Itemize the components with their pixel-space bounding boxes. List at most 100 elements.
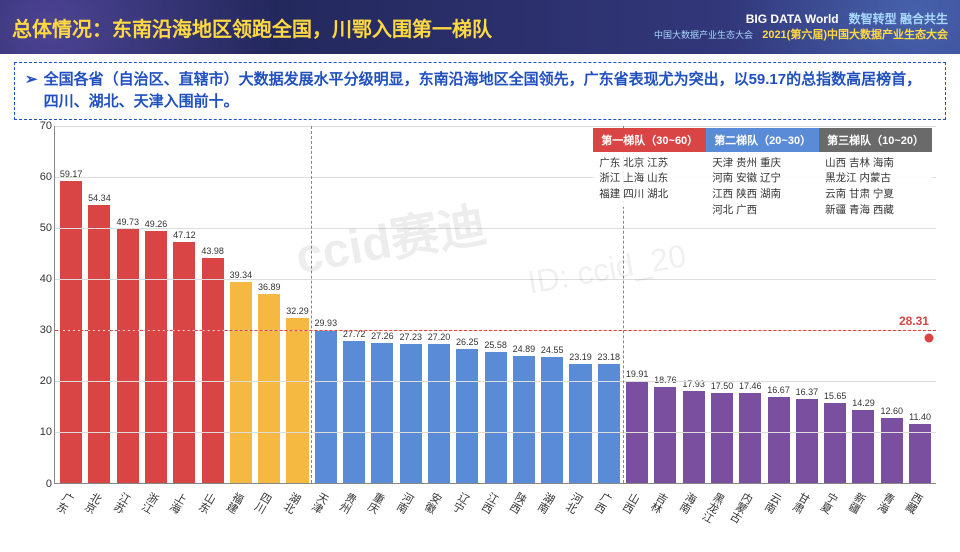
bar-column: 43.98山东 [198,126,226,483]
bar-value-label: 29.93 [315,318,338,328]
conference-name: 2021(第六届)中国大数据产业生态大会 [762,29,948,41]
bar [569,364,591,482]
bar [230,282,252,483]
bar [145,231,167,482]
x-label: 江西 [477,489,502,516]
y-tick: 30 [40,324,52,336]
x-label: 内蒙古 [726,489,756,526]
bar-chart: 010203040506070 59.17广东54.34北京49.73江苏49.… [54,126,936,484]
x-label: 辽宁 [448,489,473,516]
header: 总体情况：东南沿海地区领跑全国，川鄂入围第一梯队 BIG DATA World … [0,0,960,54]
bar-column: 39.34福建 [227,126,255,483]
y-tick: 40 [40,273,52,285]
logo: BIG DATA World [746,12,839,26]
bar-value-label: 27.26 [371,331,394,341]
x-label: 云南 [760,489,785,516]
bar-value-label: 14.29 [852,398,875,408]
x-label: 安徽 [420,489,445,516]
grid-line [55,126,936,127]
bar-column: 26.25辽宁 [453,126,481,483]
bar-value-label: 27.23 [399,332,422,342]
bar [654,387,676,483]
bar-value-label: 16.67 [767,385,790,395]
bar-value-label: 24.89 [513,344,536,354]
bar-column: 27.72贵州 [340,126,368,483]
bar [400,344,422,483]
x-label: 贵州 [335,489,360,516]
summary-point-label: 28.31 [899,314,929,328]
logo-sub: 中国大数据产业生态大会 [654,30,753,40]
bar-value-label: 24.55 [541,345,564,355]
bar [258,294,280,482]
y-axis: 010203040506070 [24,126,52,484]
legend-header: 第一梯队（30~60） [593,128,706,152]
x-label: 甘肃 [788,489,813,516]
bar [513,356,535,483]
x-label: 天津 [307,489,332,516]
bar [909,424,931,482]
x-label: 广东 [52,489,77,516]
bar-value-label: 25.58 [484,340,507,350]
grid-line [55,279,936,280]
bar-value-label: 36.89 [258,282,281,292]
x-label: 陕西 [505,489,530,516]
bar-column: 47.12上海 [170,126,198,483]
y-tick: 70 [40,120,52,132]
x-label: 河南 [392,489,417,516]
summary-box: ➢ 全国各省（自治区、直辖市）大数据发展水平分级明显，东南沿海地区全国领先，广东… [14,62,946,120]
bar [768,397,790,482]
bar-value-label: 23.19 [569,352,592,362]
bar-column: 25.58江西 [481,126,509,483]
x-label: 福建 [222,489,247,516]
bar-value-label: 15.65 [824,391,847,401]
legend: 第一梯队（30~60）广东 北京 江苏浙江 上海 山东福建 四川 湖北第二梯队（… [593,128,932,223]
bar-value-label: 27.20 [428,332,451,342]
bar-value-label: 47.12 [173,230,196,240]
bar [60,181,82,483]
bar-value-label: 12.60 [880,406,903,416]
bar-value-label: 27.72 [343,329,366,339]
bar-column: 27.26重庆 [368,126,396,483]
bar-column: 54.34北京 [85,126,113,483]
x-label: 吉林 [646,489,671,516]
bar-column: 27.20安徽 [425,126,453,483]
page-title: 总体情况：东南沿海地区领跑全国，川鄂入围第一梯队 [12,13,492,42]
bar [598,364,620,482]
bar-column: 27.23河南 [397,126,425,483]
bar [739,393,761,482]
bar [796,399,818,482]
bar [315,330,337,483]
y-tick: 50 [40,222,52,234]
bar [881,418,903,482]
bar [852,410,874,483]
x-label: 浙江 [137,489,162,516]
legend-body: 广东 北京 江苏浙江 上海 山东福建 四川 湖北 [593,152,706,207]
x-label: 四川 [250,489,275,516]
bar [485,352,507,482]
x-label: 黑龙江 [697,489,727,526]
bar-column: 23.19河北 [566,126,594,483]
bullet-arrow-icon: ➢ [25,69,38,113]
x-label: 山西 [618,489,643,516]
bar-column: 49.26浙江 [142,126,170,483]
chart-container: ccid赛迪 ID: ccid_20 010203040506070 59.17… [14,126,946,544]
legend-body: 天津 贵州 重庆河南 安徽 辽宁江西 陕西 湖南河北 广西 [706,152,819,223]
y-tick: 60 [40,171,52,183]
x-label: 江苏 [109,489,134,516]
header-branding: BIG DATA World 数智转型 融合共生 中国大数据产业生态大会 202… [654,11,948,43]
x-label: 西藏 [901,489,926,516]
bar-value-label: 54.34 [88,193,111,203]
bar-value-label: 49.73 [116,217,139,227]
x-label: 青海 [873,489,898,516]
tier-separator [311,126,312,483]
legend-header: 第二梯队（20~30） [706,128,819,152]
bar [541,357,563,482]
bar-column: 49.73江苏 [114,126,142,483]
bar-value-label: 11.40 [909,412,931,422]
summary-text: 全国各省（自治区、直辖市）大数据发展水平分级明显，东南沿海地区全国领先，广东省表… [44,69,935,113]
bar [117,229,139,483]
bar-column: 59.17广东 [57,126,85,483]
bar [371,343,393,482]
x-label: 山东 [194,489,219,516]
x-label: 北京 [80,489,105,516]
